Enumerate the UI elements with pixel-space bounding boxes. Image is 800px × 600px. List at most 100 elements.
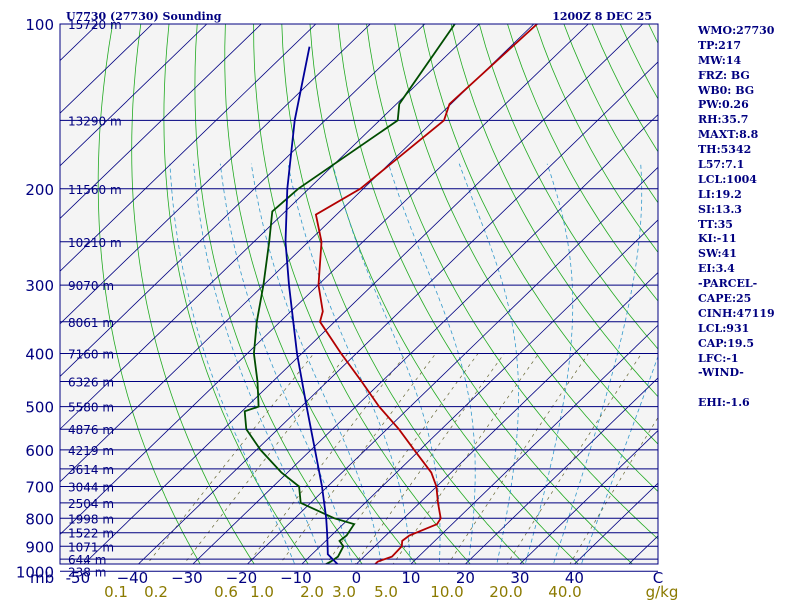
isotherm bbox=[519, 430, 658, 564]
height-label: 5580 m bbox=[68, 401, 114, 415]
mixing-ratio-label: 40.0 bbox=[548, 583, 581, 600]
pressure-tick-label: 800 bbox=[25, 510, 54, 528]
mixing-ratio-line bbox=[392, 353, 539, 564]
moist-adiabat bbox=[553, 163, 643, 564]
mixing-ratio-labels: 0.1 0.2 0.6 1.0 2.0 3.0 5.0 10.0 20.0 40.0 g/kg bbox=[104, 583, 678, 600]
index-item: EHI:-1.6 bbox=[698, 396, 750, 410]
height-label: 4876 m bbox=[68, 423, 114, 437]
height-label: 644 m bbox=[68, 553, 106, 567]
height-label: 2504 m bbox=[68, 497, 114, 511]
pressure-tick-label: 300 bbox=[25, 277, 54, 295]
isotherm bbox=[60, 24, 535, 483]
mixing-ratio-label: 0.2 bbox=[144, 583, 168, 600]
index-item: CAP:19.5 bbox=[698, 336, 755, 350]
index-item: KI:-11 bbox=[698, 232, 737, 246]
temperature-tick-label: 20 bbox=[456, 569, 475, 587]
moist-adiabat bbox=[219, 163, 353, 564]
mixing-ratio-label: 20.0 bbox=[489, 583, 522, 600]
height-labels: 15720 m 13290 m 11560 m 10210 m 9070 m 8061 m… bbox=[68, 18, 122, 579]
index-item: CAPE:25 bbox=[698, 292, 752, 306]
moist-adiabat bbox=[458, 163, 519, 564]
index-item: LCL:931 bbox=[698, 321, 750, 335]
dry-adiabat bbox=[224, 24, 417, 564]
temperature-tick-label: 0 bbox=[352, 569, 362, 587]
index-item: TT:35 bbox=[698, 217, 733, 231]
moist-adiabat bbox=[388, 163, 476, 564]
isotherm bbox=[301, 219, 658, 564]
isotherm bbox=[60, 24, 589, 535]
moist-adiabat bbox=[169, 163, 296, 564]
pressure-tick-label: 900 bbox=[25, 538, 54, 556]
index-item: LFC:-1 bbox=[698, 351, 739, 365]
dry-adiabat bbox=[422, 24, 658, 445]
height-label: 11560 m bbox=[68, 183, 122, 197]
moist-adiabat bbox=[524, 163, 574, 564]
isotherm bbox=[60, 24, 426, 378]
temperature-unit-label: C bbox=[653, 569, 663, 587]
temperature-tick-label: 10 bbox=[401, 569, 420, 587]
index-item: CINH:47119 bbox=[698, 306, 775, 320]
index-item: WMO:27730 bbox=[698, 24, 775, 37]
mixing-ratio-line bbox=[506, 353, 642, 564]
dry-adiabat bbox=[450, 24, 658, 398]
mixing-ratio-label: 0.1 bbox=[104, 583, 128, 600]
isotherm bbox=[356, 272, 658, 564]
height-label: 10210 m bbox=[68, 236, 122, 250]
mixing-ratio-label: 1.0 bbox=[250, 583, 274, 600]
index-item: L57:7.1 bbox=[698, 158, 745, 172]
pressure-unit-label: mb bbox=[30, 569, 54, 587]
mixing-ratio-line bbox=[447, 353, 589, 564]
isotherm bbox=[83, 24, 644, 564]
height-label: 13290 m bbox=[68, 114, 122, 128]
temperature-tick-label: 40 bbox=[565, 569, 584, 587]
time-title: 1200Z 8 DEC 25 bbox=[552, 10, 652, 23]
series-dewpoint-line bbox=[243, 24, 456, 564]
temperature-labels: mb -50 −40 −30 −20 −10 0 10 20 30 40 C bbox=[30, 569, 663, 587]
dry-adiabat bbox=[281, 24, 525, 564]
height-label: 1522 m bbox=[68, 527, 114, 541]
index-item: LI:19.2 bbox=[698, 187, 742, 201]
mixing-ratio-line bbox=[569, 416, 658, 564]
mixing-ratio-label: 5.0 bbox=[374, 583, 398, 600]
isotherm bbox=[60, 24, 480, 430]
index-item: RH:35.7 bbox=[698, 113, 749, 127]
pressure-tick-label: 100 bbox=[25, 16, 54, 34]
profile-lines bbox=[243, 24, 538, 564]
moist-adiabats bbox=[169, 163, 658, 564]
temperature-tick-label: −10 bbox=[280, 569, 312, 587]
height-label: 4219 m bbox=[68, 444, 114, 458]
mixing-ratio-line bbox=[183, 353, 349, 564]
moist-adiabat bbox=[580, 355, 658, 564]
index-item: EI:3.4 bbox=[698, 262, 735, 276]
height-label: 1071 m bbox=[68, 540, 114, 554]
temperature-tick-label: 30 bbox=[510, 569, 529, 587]
index-item: -PARCEL- bbox=[698, 277, 758, 291]
dry-adiabat bbox=[309, 24, 579, 564]
dry-adiabat bbox=[394, 24, 658, 492]
moist-adiabat bbox=[287, 163, 411, 564]
index-item: FRZ: BG bbox=[698, 68, 750, 82]
index-item: WB0: BG bbox=[698, 83, 755, 97]
isotherm bbox=[247, 166, 658, 564]
dry-adiabat bbox=[507, 24, 658, 302]
series-temperature-line bbox=[314, 24, 538, 564]
plot-frame bbox=[59, 23, 659, 565]
index-item: LCL:1004 bbox=[698, 172, 757, 186]
dry-adiabat bbox=[194, 24, 363, 564]
index-item bbox=[698, 381, 798, 396]
dry-adiabat bbox=[535, 24, 658, 253]
pressure-tick-label: 600 bbox=[25, 442, 54, 460]
index-item: TP:217 bbox=[698, 38, 742, 52]
dry-adiabat bbox=[337, 24, 633, 564]
index-item: MAXT:8.8 bbox=[698, 128, 759, 142]
height-label: 7160 m bbox=[68, 348, 114, 362]
moist-adiabat bbox=[193, 163, 324, 564]
moist-adiabat bbox=[250, 163, 382, 564]
mixing-ratio-label: 0.6 bbox=[214, 583, 238, 600]
isotherm bbox=[60, 24, 317, 272]
dry-adiabat bbox=[131, 24, 255, 564]
index-item: SI:13.3 bbox=[698, 202, 742, 216]
pressure-labels: 100 200 300 400 500 600 700 800 900 1000 bbox=[16, 16, 54, 581]
mixing-ratio-label: 10.0 bbox=[430, 583, 463, 600]
